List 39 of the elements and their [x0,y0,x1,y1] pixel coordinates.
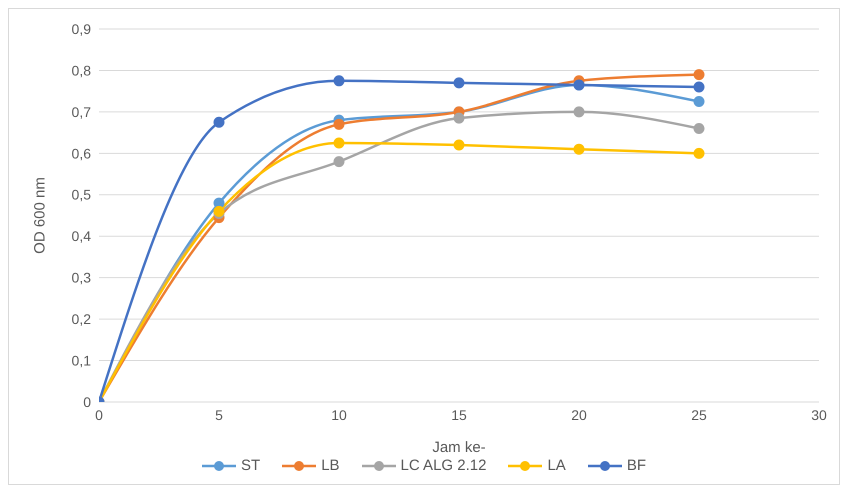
legend-label: BF [626,457,646,474]
point [454,140,464,151]
y-tick-label: 0,4 [72,228,92,244]
y-tick-label: 0,9 [72,20,92,37]
point [694,122,704,134]
x-tick-label: 15 [451,406,467,423]
y-tick-label: 0,1 [72,352,92,369]
point [694,82,704,93]
legend-label: ST [241,457,260,474]
point [334,118,344,130]
point [334,75,344,86]
point [454,77,464,88]
legend-label: LC ALG 2.12 [400,457,486,474]
x-tick-label: 20 [571,406,587,423]
point [694,148,704,159]
point [334,156,344,168]
point [694,69,704,80]
x-tick-label: 25 [691,406,707,423]
x-tick-label: 0 [95,406,104,423]
y-tick-label: 0,5 [72,186,92,203]
y-axis-title: OD 600 nm [31,177,48,254]
point [454,112,464,124]
x-axis-title: Jam ke- [432,439,486,456]
x-tick-label: 10 [331,406,347,423]
x-tick-label: 30 [811,406,827,423]
point [334,137,344,148]
point [574,106,584,118]
point [214,116,224,128]
x-tick-label: 5 [215,406,224,423]
point [694,96,704,108]
y-tick-label: 0,6 [72,145,92,162]
y-tick-label: 0,3 [72,270,92,286]
y-tick-label: 0,8 [72,62,92,78]
y-tick-label: 0 [83,394,92,410]
y-tick-label: 0,7 [72,104,92,120]
legend-label: LA [547,457,566,474]
y-tick-label: 0,2 [72,311,92,328]
point [574,144,584,155]
legend-label: LB [321,457,340,474]
